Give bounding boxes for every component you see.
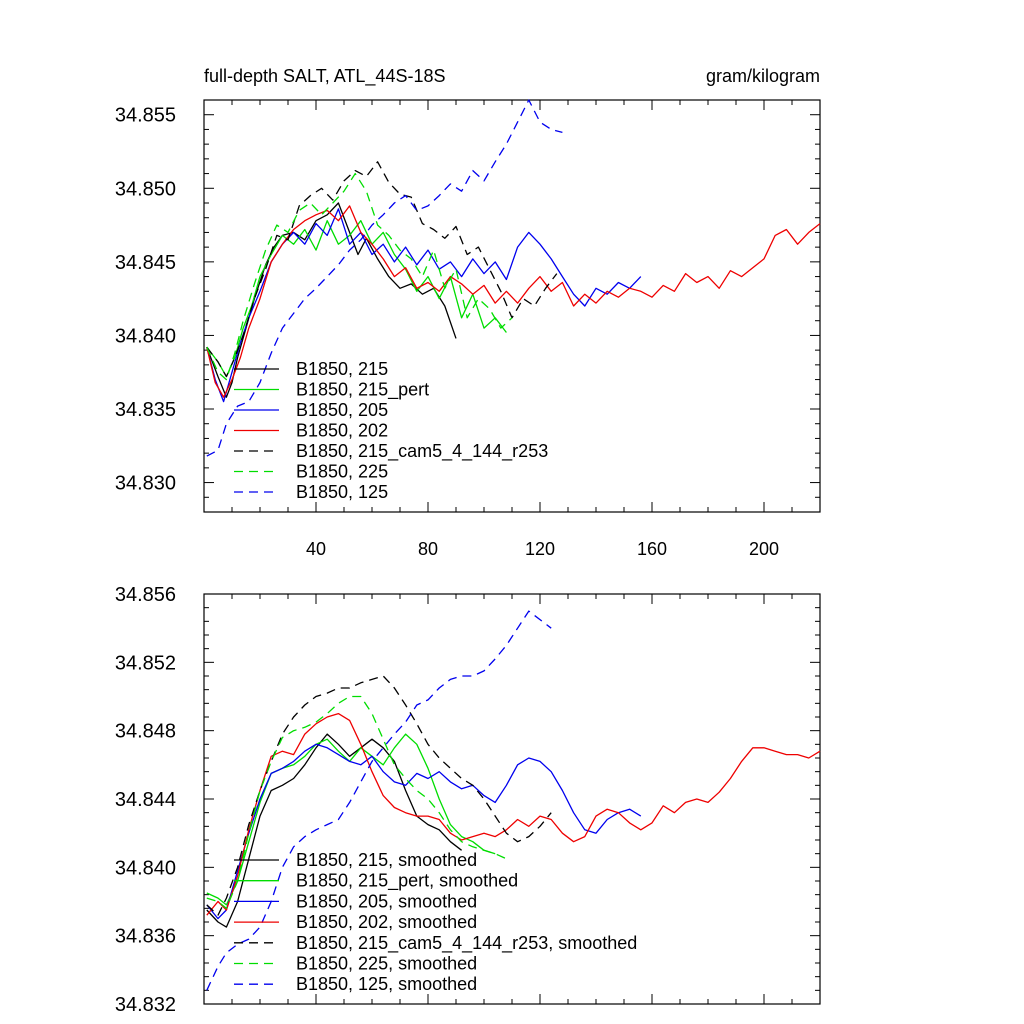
x-tick-label: 200 <box>749 539 779 559</box>
legend-label: B1850, 215 <box>296 359 388 379</box>
series-line <box>206 220 507 378</box>
legend-label: B1850, 202 <box>296 421 388 441</box>
panel-1: 40 80 120 160 200 34.830 34.835 34.840 34.845 34.… <box>115 99 821 559</box>
legend-label: B1850, 215_cam5_4_144_r253 <box>296 441 548 462</box>
x-tick-label: 160 <box>637 539 667 559</box>
legend-label: B1850, 215_pert <box>296 380 429 401</box>
series-line <box>206 205 821 398</box>
series-line <box>206 743 642 920</box>
legend-label: B1850, 225, smoothed <box>296 954 477 974</box>
y-tick-label: 34.848 <box>115 721 176 743</box>
y-tick-label: 34.835 <box>115 399 176 421</box>
y-tick-label: 34.850 <box>115 178 176 200</box>
y-tick-label: 34.840 <box>115 325 176 347</box>
series-line <box>206 695 507 909</box>
y-tick-label: 34.844 <box>115 789 176 811</box>
y-tick-label: 34.856 <box>115 584 176 606</box>
series-line <box>206 161 558 378</box>
series-line <box>206 712 821 916</box>
x-tick-label: 40 <box>306 539 326 559</box>
series-line <box>206 202 457 398</box>
y-tick-label: 34.832 <box>115 994 176 1016</box>
y-tick-label: 34.852 <box>115 652 176 674</box>
legend-label: B1850, 205 <box>296 400 388 420</box>
series-line <box>206 733 462 928</box>
legend-label: B1850, 215_cam5_4_144_r253, smoothed <box>296 933 637 954</box>
legend-label: B1850, 215, smoothed <box>296 850 477 870</box>
legend-label: B1850, 205, smoothed <box>296 891 477 911</box>
panel1-title-left: full-depth SALT, ATL_44S-18S <box>204 66 445 87</box>
x-tick-label: 120 <box>525 539 555 559</box>
y-tick-label: 34.836 <box>115 926 176 948</box>
series-line <box>206 99 563 457</box>
y-tick-label: 34.840 <box>115 857 176 879</box>
legend-label: B1850, 215_pert, smoothed <box>296 871 518 892</box>
panel1-title-right: gram/kilogram <box>706 66 820 86</box>
y-tick-label: 34.830 <box>115 473 176 495</box>
series-line <box>206 610 552 991</box>
x-tick-label: 80 <box>418 539 438 559</box>
legend-label: B1850, 125 <box>296 482 388 502</box>
panel-2: 34.832 34.836 34.840 34.844 34.848 34.852 34.8… <box>115 584 821 1016</box>
legend-label: B1850, 202, smoothed <box>296 912 477 932</box>
legend-label: B1850, 125, smoothed <box>296 974 477 994</box>
y-tick-label: 34.855 <box>115 105 176 127</box>
legend-label: B1850, 225 <box>296 462 388 482</box>
series-line <box>206 208 642 403</box>
series-line <box>206 172 513 381</box>
y-tick-label: 34.845 <box>115 252 176 274</box>
